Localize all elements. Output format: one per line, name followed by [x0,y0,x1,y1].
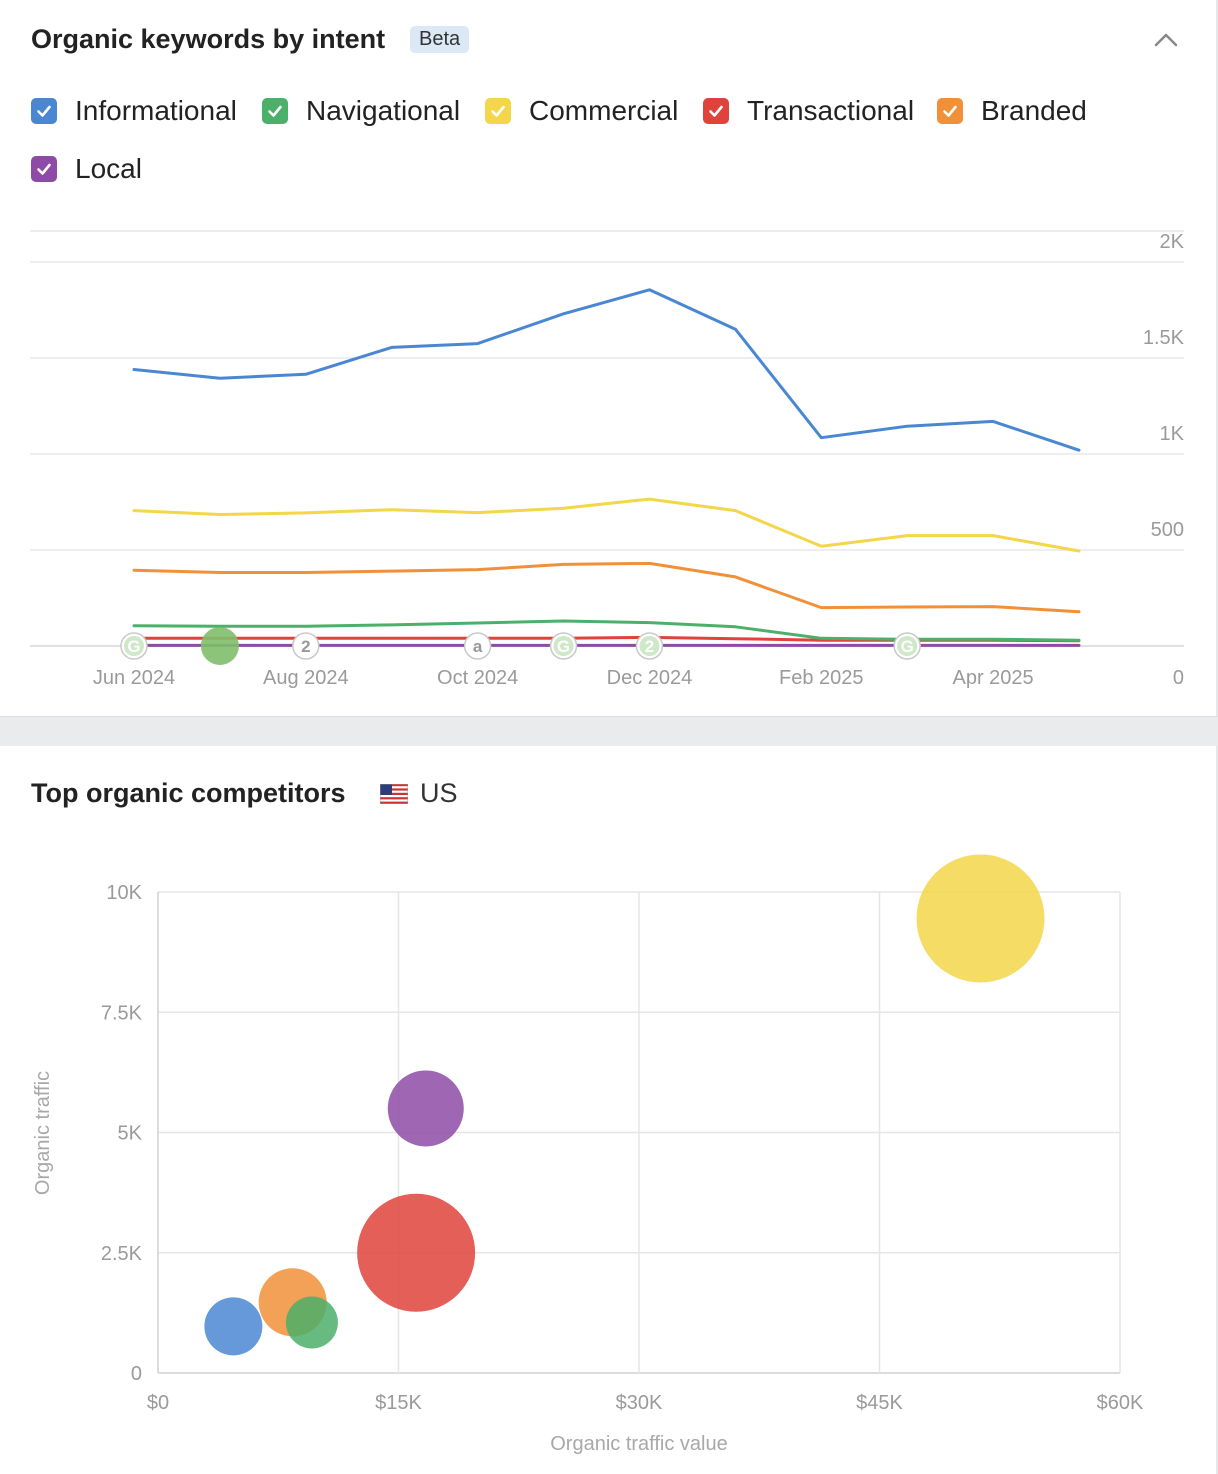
annotation-label: a [473,637,483,656]
legend-label: Informational [75,95,237,126]
annotation-circle [292,632,320,660]
annotation-label: G [557,637,570,656]
annotation-label: G [901,637,914,656]
y-tick-label: 2K [1160,231,1185,253]
series-line-transactional [132,635,1081,643]
series-line-navigational [132,619,1081,642]
legend-label: Branded [981,95,1087,126]
us-flag-icon [380,783,408,804]
annotation-fill [553,636,574,656]
annotation-fill [124,636,144,656]
legend-label: Commercial [529,95,679,126]
chevron-up-icon [1154,33,1178,47]
competitors-panel: Top organic competitors US 0 2.5K 5K 7.5K 10… [0,746,1218,1474]
x-tick-label: $30K [616,1392,663,1414]
x-tick-label: Dec 2024 [607,667,693,689]
y-tick-label: 0 [1173,667,1184,689]
x-tick-label: Feb 2025 [779,667,864,689]
y-tick-label: 1.5K [1143,327,1185,349]
annotation-fill [639,636,660,656]
competitor-bubble[interactable] [285,1296,338,1349]
x-tick-label: Aug 2024 [263,667,349,689]
series-line-branded [132,561,1081,614]
competitor-bubble[interactable] [357,1193,476,1312]
y-tick-label: 2.5K [101,1243,143,1265]
x-tick-label: $0 [147,1392,169,1414]
annotation-label: 2 [645,637,654,656]
legend-item-transactional[interactable]: Transactional [703,95,914,127]
series-line-informational [132,288,1081,452]
annotation-fill [897,636,918,656]
annotation-marker[interactable]: G [549,632,578,660]
annotation-marker[interactable]: a [463,632,492,660]
checkbox-checked-icon[interactable] [937,98,963,124]
collapse-button[interactable] [1152,28,1180,50]
series-line-commercial [132,497,1081,553]
legend-item-informational[interactable]: Informational [31,95,237,127]
annotation-circle [463,632,492,660]
annotation-marker[interactable]: 2 [292,632,320,660]
annotation-label: G [127,637,140,656]
y-axis-label: Organic traffic [32,1071,54,1195]
beta-badge: Beta [410,26,470,53]
x-axis-label: Organic traffic value [550,1433,728,1455]
y-tick-label: 500 [1151,519,1184,541]
competitors-title: Top organic competitors [31,778,346,808]
annotation-marker[interactable]: G [120,632,148,660]
competitors-bubble-chart: 0 2.5K 5K 7.5K 10K $0 $15K $30K $45K $60K Organic … [32,854,1144,1455]
intent-title: Organic keywords by intent [31,24,386,54]
annotation-label: 2 [301,637,310,656]
x-tick-label: $45K [856,1392,903,1414]
y-tick-label: 5K [118,1123,143,1145]
checkbox-checked-icon[interactable] [703,98,729,124]
legend-label: Local [75,153,142,184]
country-label: US [420,778,458,808]
annotation-marker[interactable]: 2 [635,632,664,660]
competitor-bubble[interactable] [204,1297,263,1356]
checkbox-checked-icon[interactable] [485,98,511,124]
country-selector[interactable]: US [380,778,458,809]
y-tick-label: 0 [131,1363,142,1385]
legend-label: Navigational [306,95,461,126]
y-tick-label: 7.5K [101,1002,143,1024]
checkbox-checked-icon[interactable] [31,156,57,182]
x-tick-label: $60K [1097,1392,1144,1414]
annotation-marker[interactable]: G [893,632,921,660]
x-tick-label: Oct 2024 [437,667,518,689]
checkbox-checked-icon[interactable] [262,98,288,124]
y-tick-label: 10K [106,882,142,904]
x-tick-label: Apr 2025 [953,667,1034,689]
annotation-marker[interactable] [200,627,239,665]
legend-item-navigational[interactable]: Navigational [262,95,460,127]
annotation-dot [200,627,239,665]
competitor-bubble[interactable] [916,854,1045,983]
legend-item-branded[interactable]: Branded [937,95,1087,127]
legend-label: Transactional [747,95,915,126]
competitor-bubble[interactable] [387,1070,464,1147]
intent-panel: Organic keywords by intent Beta Informat… [0,0,1218,716]
y-tick-label: 1K [1160,423,1185,445]
x-tick-label: Jun 2024 [93,667,175,689]
x-tick-label: $15K [375,1392,422,1414]
checkbox-checked-icon[interactable] [31,98,57,124]
section-divider [0,716,1218,747]
legend-item-local[interactable]: Local [31,153,142,185]
legend-item-commercial[interactable]: Commercial [485,95,678,127]
